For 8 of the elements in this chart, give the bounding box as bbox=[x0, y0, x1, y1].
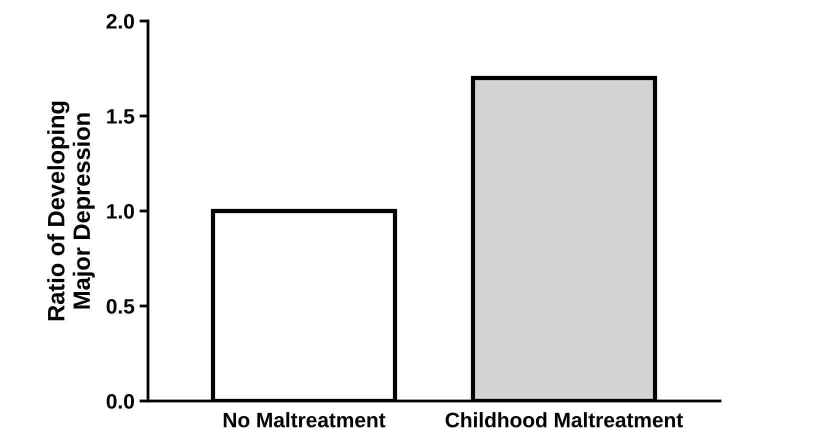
y-tick-label: 1.0 bbox=[107, 204, 134, 219]
y-tick-label: 1.5 bbox=[107, 109, 134, 124]
y-axis-title: Ratio of Developing Major Depression bbox=[47, 102, 95, 320]
x-tick-label: Childhood Maltreatment bbox=[446, 412, 683, 428]
y-tick-label: 0.5 bbox=[106, 299, 134, 314]
y-tick-label: 0.0 bbox=[106, 394, 134, 409]
y-tick-label: 2.0 bbox=[106, 14, 134, 29]
x-tick-label: No Maltreatment bbox=[224, 412, 386, 428]
